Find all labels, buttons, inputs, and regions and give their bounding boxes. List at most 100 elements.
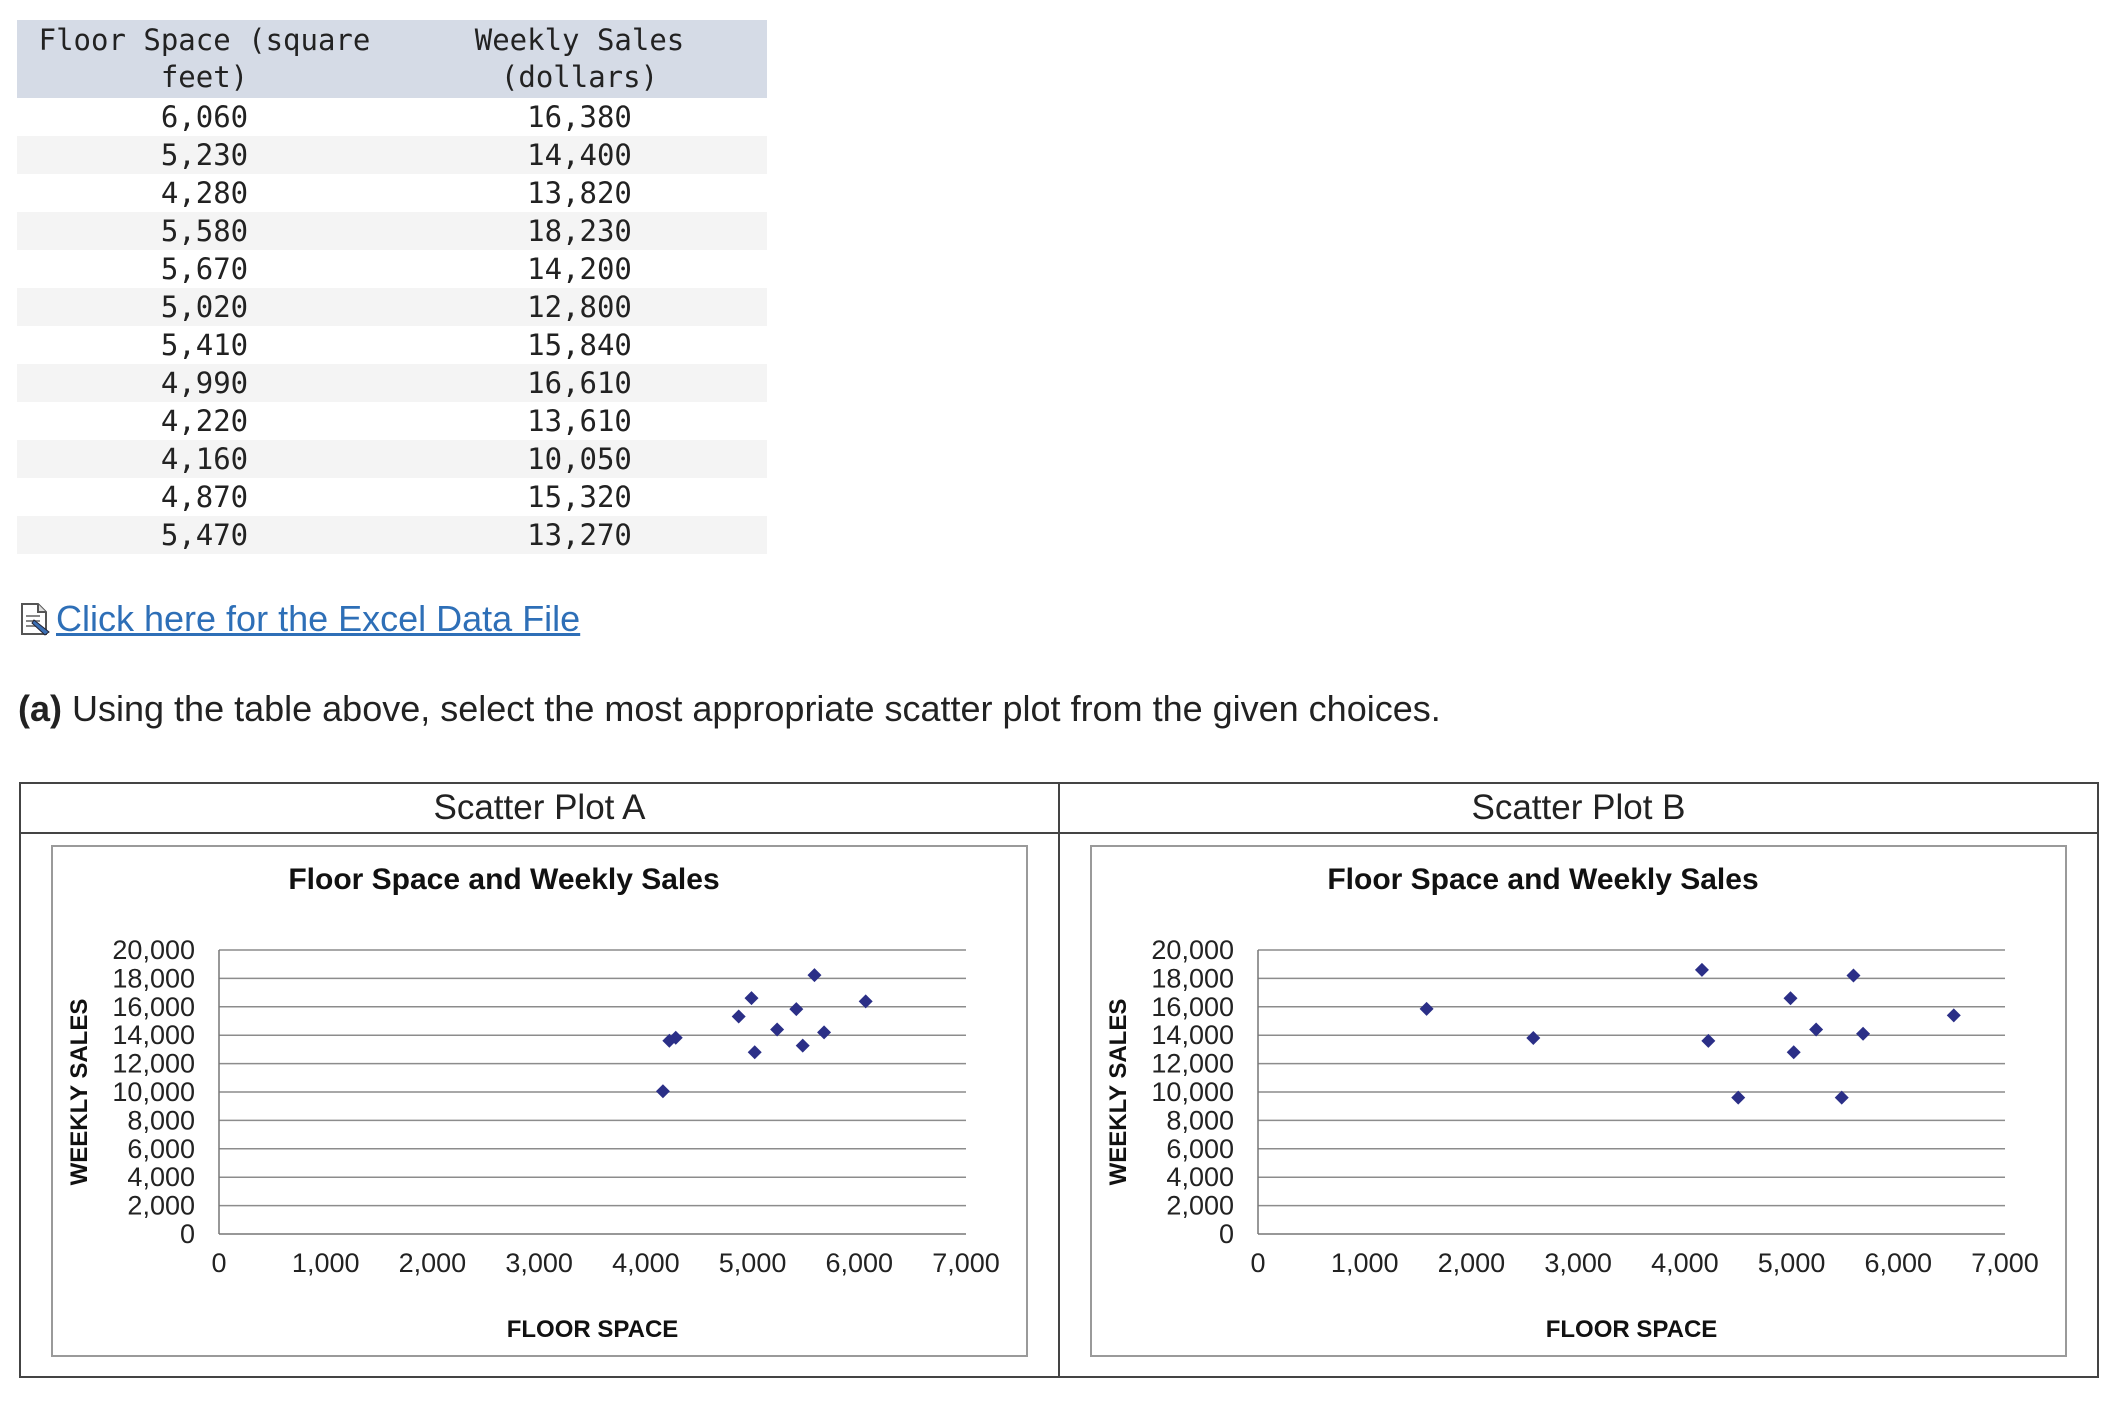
excel-file-icon bbox=[21, 603, 50, 636]
chart-title: Floor Space and Weekly Sales bbox=[1327, 863, 1758, 896]
floor-space-cell: 5,410 bbox=[160, 328, 249, 362]
y-tick-label: 6,000 bbox=[127, 1134, 195, 1164]
y-tick-label: 4,000 bbox=[127, 1162, 195, 1192]
data-point bbox=[795, 1038, 810, 1053]
x-tick-label: 4,000 bbox=[612, 1248, 680, 1278]
floor-space-cell: 6,060 bbox=[160, 100, 249, 134]
table-row: 5,670 14,200 bbox=[17, 250, 767, 288]
floor-space-cell: 5,470 bbox=[17, 516, 392, 554]
x-tick-label: 0 bbox=[211, 1248, 226, 1278]
data-point bbox=[1526, 1031, 1541, 1046]
y-tick-label: 6,000 bbox=[1166, 1134, 1234, 1164]
scatter-plot-choices: Scatter Plot A Floor Space and Weekly Sa… bbox=[19, 782, 2099, 1378]
data-point bbox=[1834, 1090, 1849, 1105]
x-tick-label: 5,000 bbox=[719, 1248, 787, 1278]
weekly-sales-cell: 18,230 bbox=[392, 212, 767, 250]
y-axis-label: WEEKLY SALES bbox=[1105, 999, 1132, 1186]
x-tick-label: 6,000 bbox=[1864, 1248, 1932, 1278]
floor-space-cell: 5,230 bbox=[17, 136, 392, 174]
weekly-sales-cell: 10,050 bbox=[392, 440, 767, 478]
excel-data-file-link[interactable]: Click here for the Excel Data File bbox=[18, 598, 580, 640]
scatter-plot-b-header: Scatter Plot B bbox=[1060, 784, 2097, 834]
x-tick-label: 2,000 bbox=[399, 1248, 467, 1278]
data-point bbox=[744, 991, 759, 1006]
data-point bbox=[817, 1025, 832, 1040]
table-row: 5,230 14,400 bbox=[17, 136, 767, 174]
y-axis-label: WEEKLY SALES bbox=[66, 999, 93, 1186]
excel-link-text[interactable]: Click here for the Excel Data File bbox=[56, 598, 581, 639]
floor-space-cell: 4,280 bbox=[160, 176, 249, 210]
y-tick-label: 12,000 bbox=[1151, 1049, 1234, 1079]
x-axis-label: FLOOR SPACE bbox=[1546, 1316, 1718, 1343]
data-point bbox=[1809, 1022, 1824, 1037]
floor-space-cell: 5,580 bbox=[17, 212, 392, 250]
weekly-sales-cell: 16,610 bbox=[392, 364, 767, 402]
table-header-row: Floor Space (square feet) Weekly Sales (… bbox=[17, 20, 767, 98]
x-tick-label: 1,000 bbox=[292, 1248, 360, 1278]
weekly-sales-cell: 15,840 bbox=[527, 328, 632, 362]
x-tick-label: 2,000 bbox=[1438, 1248, 1506, 1278]
data-point bbox=[1946, 1008, 1961, 1023]
data-point bbox=[655, 1084, 670, 1099]
floor-space-cell: 5,020 bbox=[17, 288, 392, 326]
chart-title: Floor Space and Weekly Sales bbox=[288, 863, 719, 896]
weekly-sales-cell: 13,610 bbox=[527, 404, 632, 438]
y-tick-label: 16,000 bbox=[112, 992, 195, 1022]
floor-space-cell: 4,870 bbox=[160, 480, 249, 514]
chart-frame bbox=[51, 845, 1028, 1357]
data-point bbox=[1419, 1001, 1434, 1016]
data-point bbox=[1786, 1045, 1801, 1060]
table-row: 5,470 13,270 bbox=[17, 516, 767, 554]
scatter-plot-b-chart: Floor Space and Weekly Sales02,0004,0006… bbox=[1090, 845, 2067, 1357]
weekly-sales-cell: 16,380 bbox=[527, 100, 632, 134]
table-row: 4,220 13,610 bbox=[17, 402, 767, 440]
y-tick-label: 20,000 bbox=[1151, 935, 1234, 965]
y-tick-label: 18,000 bbox=[112, 963, 195, 993]
weekly-sales-cell: 13,820 bbox=[527, 176, 632, 210]
scatter-plot-b-body: Floor Space and Weekly Sales 0 2,000 4,000 6… bbox=[1060, 834, 2097, 1376]
question-label: (a) bbox=[18, 688, 62, 729]
y-tick-label: 0 bbox=[1219, 1219, 1234, 1249]
y-tick-label: 12,000 bbox=[112, 1049, 195, 1079]
column-header-weekly-sales: Weekly Sales (dollars) bbox=[392, 20, 767, 98]
scatter-plot-a-header: Scatter Plot A bbox=[21, 784, 1058, 834]
table-row: 4,160 10,050 bbox=[17, 440, 767, 478]
x-tick-label: 3,000 bbox=[505, 1248, 573, 1278]
scatter-plot-a-chart: Floor Space and Weekly Sales02,0004,0006… bbox=[51, 845, 1028, 1357]
data-point bbox=[807, 968, 822, 983]
column-header-floor-space: Floor Space (square feet) bbox=[17, 20, 392, 98]
x-tick-label: 7,000 bbox=[1971, 1248, 2039, 1278]
data-point bbox=[662, 1033, 677, 1048]
table-row: 6,060 16,380 bbox=[17, 98, 767, 136]
y-tick-label: 10,000 bbox=[1151, 1077, 1234, 1107]
x-tick-label: 6,000 bbox=[825, 1248, 893, 1278]
data-point bbox=[770, 1022, 785, 1037]
data-point bbox=[858, 994, 873, 1009]
weekly-sales-cell: 14,400 bbox=[392, 136, 767, 174]
floor-space-cell: 4,990 bbox=[17, 364, 392, 402]
x-axis-label: FLOOR SPACE bbox=[507, 1316, 679, 1343]
y-tick-label: 20,000 bbox=[112, 935, 195, 965]
table-row: 5,580 18,230 bbox=[17, 212, 767, 250]
scatter-plot-a-cell[interactable]: Scatter Plot A Floor Space and Weekly Sa… bbox=[21, 784, 1058, 1376]
floor-space-cell: 4,160 bbox=[17, 440, 392, 478]
data-point bbox=[1694, 962, 1709, 977]
question-text: (a) Using the table above, select the mo… bbox=[18, 688, 1441, 730]
y-tick-label: 2,000 bbox=[127, 1191, 195, 1221]
y-tick-label: 14,000 bbox=[112, 1020, 195, 1050]
y-tick-label: 18,000 bbox=[1151, 963, 1234, 993]
weekly-sales-cell: 13,270 bbox=[392, 516, 767, 554]
table-row: 5,410 15,840 bbox=[17, 326, 767, 364]
floor-space-cell: 4,220 bbox=[160, 404, 249, 438]
x-tick-label: 4,000 bbox=[1651, 1248, 1719, 1278]
y-tick-label: 8,000 bbox=[127, 1105, 195, 1135]
table-row: 4,870 15,320 bbox=[17, 478, 767, 516]
data-point bbox=[1701, 1033, 1716, 1048]
weekly-sales-cell: 12,800 bbox=[392, 288, 767, 326]
x-tick-label: 7,000 bbox=[932, 1248, 1000, 1278]
table-row: 4,280 13,820 bbox=[17, 174, 767, 212]
scatter-plot-b-cell[interactable]: Scatter Plot B Floor Space and Weekly Sa… bbox=[1058, 784, 2097, 1376]
y-tick-label: 4,000 bbox=[1166, 1162, 1234, 1192]
x-tick-label: 5,000 bbox=[1758, 1248, 1826, 1278]
floor-space-cell: 5,670 bbox=[160, 252, 249, 286]
